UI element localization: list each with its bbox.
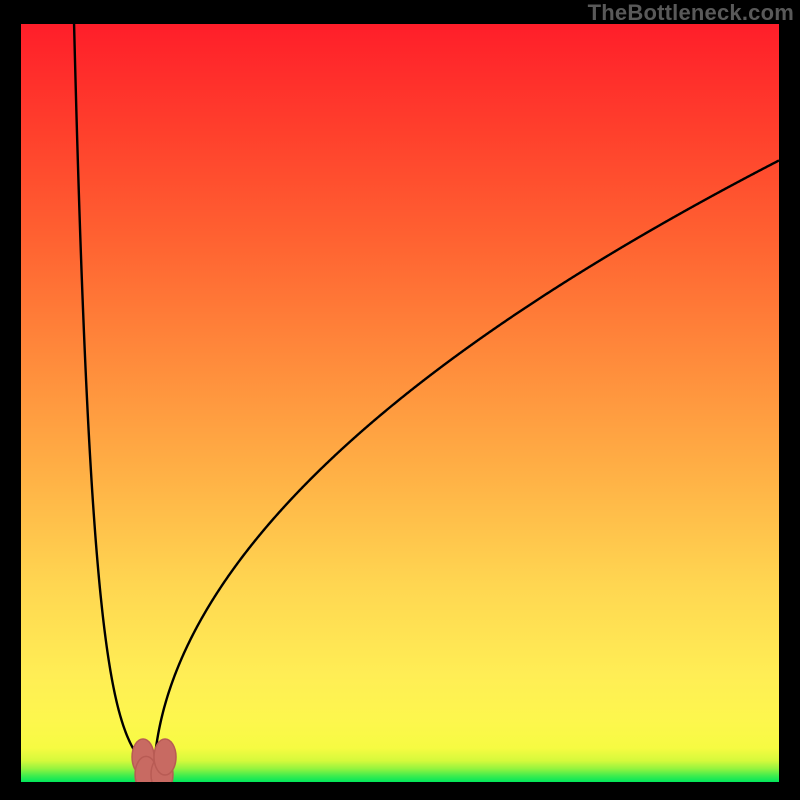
watermark-text: TheBottleneck.com — [588, 0, 794, 26]
dip-marker-3 — [154, 739, 176, 775]
bottleneck-chart — [0, 0, 800, 800]
plot-background — [21, 24, 779, 782]
